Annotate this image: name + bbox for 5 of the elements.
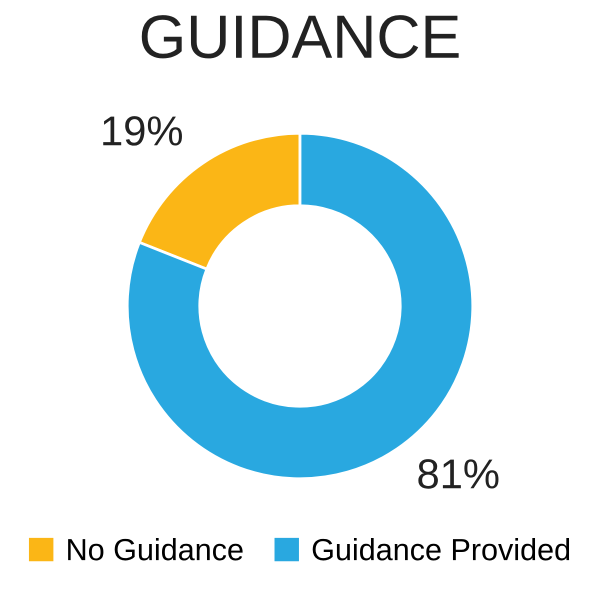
legend-label: Guidance Provided	[312, 538, 570, 560]
data-label: 81%	[418, 459, 498, 489]
legend-label: No Guidance	[68, 538, 243, 560]
chart-title: GUIDANCE	[142, 15, 459, 58]
data-label: 19%	[103, 116, 182, 146]
